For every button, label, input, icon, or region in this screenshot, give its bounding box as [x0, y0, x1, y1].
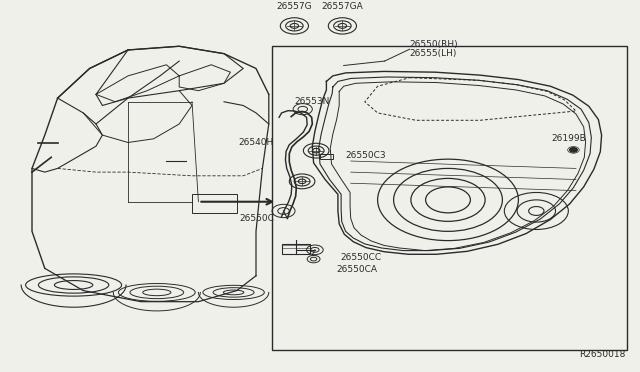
Text: 26550CA: 26550CA [336, 264, 377, 273]
Text: 26550C: 26550C [239, 214, 274, 223]
Bar [320, 154, 333, 159]
Text: 26557G: 26557G [276, 2, 312, 11]
Bar [282, 244, 310, 254]
Text: 26199B: 26199B [551, 134, 586, 143]
Text: 26540H: 26540H [239, 138, 274, 147]
Text: 26555(LH): 26555(LH) [410, 49, 457, 58]
Circle shape [570, 148, 577, 152]
Text: R2650018: R2650018 [580, 350, 626, 359]
Text: 26550C3: 26550C3 [346, 151, 386, 160]
Text: 26553N: 26553N [294, 97, 330, 106]
Text: 26557GA: 26557GA [321, 2, 364, 11]
Bar [192, 194, 237, 213]
Text: 26550(RH): 26550(RH) [410, 40, 458, 49]
Text: 26550CC: 26550CC [340, 253, 381, 262]
Bar [272, 46, 627, 350]
